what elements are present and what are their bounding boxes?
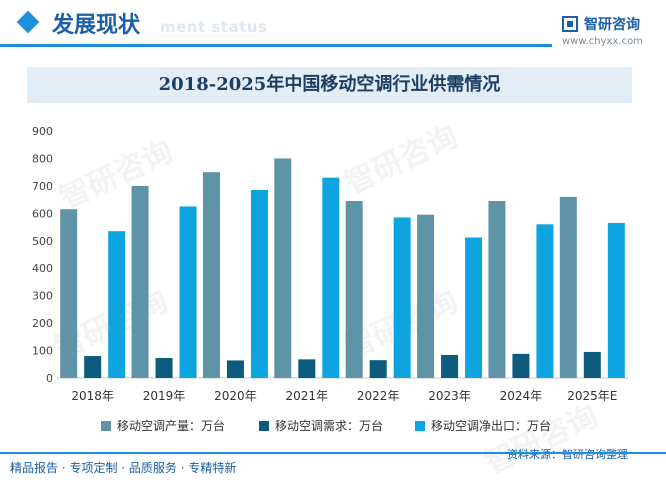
source-note: 资料来源：智研咨询整理 [507, 448, 628, 461]
bar-net-export [322, 177, 340, 378]
y-tick-label: 600 [32, 207, 53, 220]
y-tick-label: 400 [32, 262, 53, 275]
y-tick-label: 100 [32, 345, 53, 358]
y-tick-label: 200 [32, 317, 53, 330]
x-tick-label: 2019年 [143, 389, 186, 403]
bar-demand [512, 353, 530, 378]
bar-net-export [536, 224, 554, 378]
x-tick-label: 2020年 [214, 389, 257, 403]
y-tick-label: 500 [32, 235, 53, 248]
legend-label: 移动空调需求：万台 [275, 419, 384, 433]
chart-title: 2018-2025年中国移动空调行业供需情况 [158, 74, 501, 95]
legend-label: 移动空调净出口：万台 [431, 419, 552, 433]
bar-production [345, 200, 363, 378]
bar-net-export [250, 190, 268, 378]
logo-icon [562, 16, 578, 32]
bar-demand [84, 356, 102, 378]
header-divider [0, 44, 552, 47]
bar-demand [441, 354, 459, 378]
bar-demand [226, 360, 244, 378]
logo-name: 智研咨询 [584, 17, 640, 33]
bar-net-export [465, 237, 483, 378]
bar-net-export [108, 231, 126, 378]
bar-production [131, 185, 149, 378]
y-tick-label: 800 [32, 152, 53, 165]
x-tick-label: 2021年 [286, 389, 329, 403]
bar-demand [369, 360, 387, 378]
bar-production [274, 158, 292, 378]
bar-production [488, 200, 506, 378]
x-tick-label: 2022年 [357, 389, 400, 403]
bar-demand [155, 357, 173, 378]
bar-production [60, 209, 78, 378]
logo-url: www.chyxx.com [562, 36, 643, 47]
bar-net-export [393, 217, 411, 378]
footer-services: 精品报告 · 专项定制 · 品质服务 · 专精特新 [10, 461, 237, 475]
legend-swatch [415, 420, 425, 431]
legend-item: 移动空调产量：万台 [101, 417, 225, 434]
brand-logo: 智研咨询 www.chyxx.com [562, 14, 662, 50]
legend-item: 移动空调净出口：万台 [415, 417, 551, 434]
page-header: ment status 发展现状 智研咨询 www.chyxx.com [0, 0, 666, 50]
bar-demand [583, 351, 601, 378]
section-subtitle: ment status [160, 18, 268, 36]
legend-swatch [259, 420, 269, 431]
bar-net-export [179, 206, 197, 378]
x-tick-label: 2018年 [71, 389, 114, 403]
bar-production [417, 214, 435, 378]
bar-demand [298, 359, 316, 378]
footer-divider [0, 452, 666, 454]
legend-swatch [101, 420, 111, 431]
y-tick-label: 900 [32, 125, 53, 138]
y-tick-label: 700 [32, 180, 53, 193]
x-tick-label: 2024年 [500, 389, 543, 403]
bar-net-export [607, 222, 625, 378]
bar-production [559, 196, 577, 378]
x-tick-label: 2023年 [428, 389, 471, 403]
diamond-icon [16, 10, 40, 34]
x-tick-label: 2025年E [567, 389, 617, 403]
legend-item: 移动空调需求：万台 [259, 417, 383, 434]
y-tick-label: 300 [32, 290, 53, 303]
section-title: 发展现状 [52, 13, 141, 38]
bar-chart: 0 100 200 300 400 500 600 700 800 900 2018年 2019年 20… [32, 125, 628, 403]
y-tick-label: 0 [46, 372, 53, 385]
chart-legend: 移动空调产量：万台 移动空调需求：万台 移动空调净出口：万台 [0, 417, 666, 435]
chart-title-band: 2018-2025年中国移动空调行业供需情况 [27, 67, 632, 103]
bar-production [202, 172, 220, 378]
legend-label: 移动空调产量：万台 [117, 419, 226, 433]
